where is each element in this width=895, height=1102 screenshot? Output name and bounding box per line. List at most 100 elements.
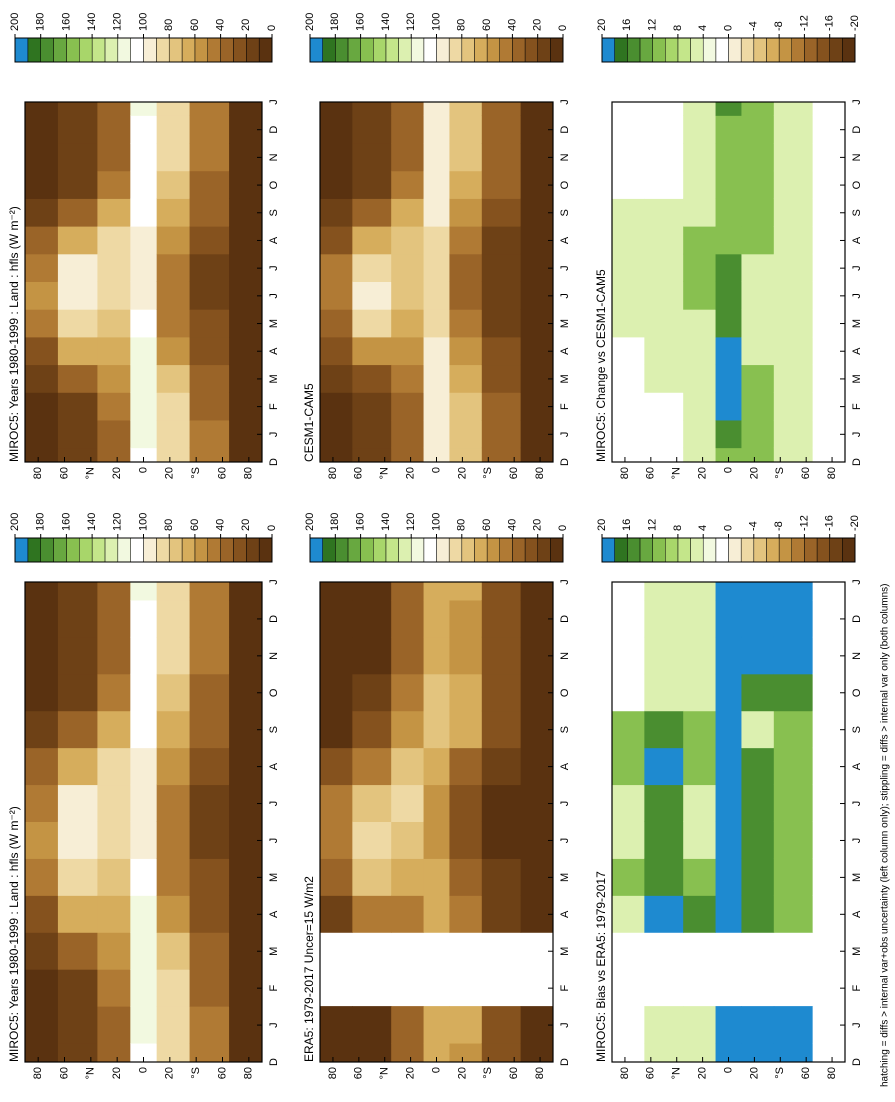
field-cell — [391, 858, 425, 896]
field-cell — [97, 784, 131, 822]
y-tick-label: 80 — [327, 467, 339, 479]
y-tick-label: 80 — [826, 1067, 838, 1079]
field-cell — [741, 710, 775, 749]
x-tick-label: F — [851, 985, 863, 992]
field-cell — [352, 636, 392, 675]
colorbar-segment — [702, 37, 717, 63]
field-cell — [520, 309, 553, 338]
field-cell — [229, 364, 262, 393]
y-tick-label: 60 — [800, 467, 812, 479]
field-cell — [97, 253, 131, 282]
colorbar-segment — [309, 537, 323, 563]
field-cell — [352, 599, 392, 638]
field-cell — [25, 281, 59, 310]
field-cell — [57, 309, 98, 338]
colorbar-segment — [130, 37, 144, 63]
field-cell — [644, 710, 684, 749]
field-cell — [320, 364, 353, 393]
field-cell — [612, 198, 645, 227]
field-cell — [320, 226, 353, 255]
field-cell — [644, 281, 684, 310]
field-cell — [423, 710, 450, 749]
field-cell — [130, 419, 158, 449]
field-cell — [715, 309, 742, 338]
field-cell — [352, 392, 392, 421]
colorbar-label: 20 — [240, 19, 252, 31]
field-cell — [391, 253, 425, 282]
colorbar-label: 0 — [266, 25, 278, 31]
field-cell — [644, 419, 684, 449]
field-cell — [644, 392, 684, 421]
y-tick-label: 20 — [456, 467, 468, 479]
colorbar-segment — [143, 537, 157, 563]
field-cell — [715, 673, 742, 712]
field-cell — [391, 226, 425, 255]
field-cell — [741, 392, 775, 421]
field-cell — [57, 821, 98, 859]
colorbar-label: 12 — [647, 19, 659, 31]
colorbar-segment — [778, 37, 792, 63]
field-cell — [320, 636, 353, 675]
field-cell — [57, 710, 98, 749]
colorbar-label: 140 — [380, 513, 392, 531]
colorbar-segment — [690, 37, 704, 63]
x-tick-label: J — [559, 99, 571, 105]
field-cell — [130, 281, 158, 310]
field-cell — [612, 1006, 645, 1044]
field-cell — [644, 821, 684, 859]
field-cell — [189, 784, 230, 822]
y-tick-label: 0 — [137, 1067, 149, 1073]
field-cell — [741, 253, 775, 282]
field-cell — [683, 170, 717, 199]
field-cell — [481, 599, 522, 638]
field-cell — [189, 364, 230, 393]
x-tick-label: J — [559, 579, 571, 585]
colorbar-segment — [601, 537, 615, 563]
panel — [320, 582, 553, 1062]
field-cell — [189, 1006, 230, 1044]
colorbar-segment — [537, 37, 551, 63]
field-cell — [612, 253, 645, 282]
x-tick-label: D — [559, 458, 571, 466]
x-tick-label: S — [851, 726, 863, 733]
field-cell — [812, 858, 845, 896]
colorbar-label: 20 — [240, 519, 252, 531]
field-cell — [391, 636, 425, 675]
field-cell — [449, 821, 483, 859]
field-cell — [97, 198, 131, 227]
field-cell — [352, 309, 392, 338]
field-cell — [773, 309, 814, 338]
field-cell — [130, 226, 158, 255]
colorbar-segment — [360, 37, 374, 63]
field-cell — [189, 932, 230, 970]
field-cell — [773, 419, 814, 449]
x-tick-label: J — [268, 838, 280, 844]
field-cell — [520, 170, 553, 199]
field-cell — [25, 364, 59, 393]
field-cell — [57, 1006, 98, 1044]
field-cell — [449, 226, 483, 255]
field-cell — [683, 253, 717, 282]
field-cell — [320, 115, 353, 144]
field-cell — [130, 821, 158, 859]
field-cell — [520, 710, 553, 749]
colorbar-label: 100 — [137, 13, 149, 31]
field-cell — [229, 143, 262, 172]
colorbar-segment — [499, 37, 513, 63]
field-cell — [352, 226, 392, 255]
field-cell — [156, 821, 191, 859]
field-cell — [320, 821, 353, 859]
x-tick-label: N — [851, 652, 863, 660]
colorbar-segment — [665, 37, 679, 63]
field-cell — [612, 336, 645, 366]
colorbar-segment — [168, 537, 183, 563]
colorbar-segment — [474, 537, 488, 563]
colorbar-segment — [360, 537, 374, 563]
field-cell — [644, 115, 684, 144]
field-cell — [229, 419, 262, 449]
colorbar-segment — [474, 37, 488, 63]
colorbar-segment — [233, 537, 247, 563]
colorbar-segment — [728, 537, 742, 563]
field-cell — [97, 636, 131, 675]
field-cell — [612, 170, 645, 199]
